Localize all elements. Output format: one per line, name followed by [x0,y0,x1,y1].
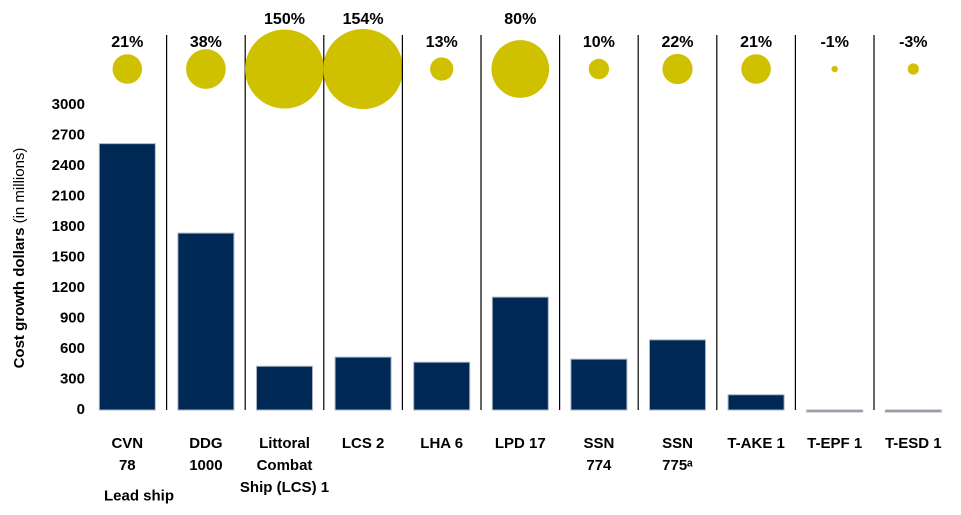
growth-label: 150% [264,11,305,28]
y-label-unit: (in millions) [11,148,28,224]
growth-bubble [112,54,143,84]
x-tick-label: T-EPF 1 [807,435,863,452]
bar [649,339,706,411]
y-tick-label: 3000 [52,96,85,113]
growth-label: 154% [343,11,384,28]
bar [570,358,628,411]
y-tick-label: 1500 [52,248,85,265]
growth-bubble [430,57,454,81]
growth-label: 80% [504,11,536,28]
growth-bubble [245,29,324,109]
growth-bubble [741,54,771,84]
y-tick-label: 2100 [52,187,85,204]
growth-bubble [186,49,226,89]
y-label: Cost growth dollars [11,228,28,369]
x-tick-label: CVN 78 [111,435,144,474]
x-tick-label: LHA 6 [420,435,464,452]
bar [256,365,313,411]
y-tick-label: 2700 [52,126,85,143]
x-tick-label: SSN 775ᵃ [662,435,693,474]
growth-bubble [831,65,838,73]
x-tick-label: T-ESD 1 [884,435,942,452]
bar [334,356,392,411]
y-tick-label: 300 [60,370,85,387]
growth-bubble [588,58,610,80]
bar [806,409,864,413]
x-tick-label: LCS 2 [341,435,385,452]
growth-label: 10% [583,34,615,51]
x-tick-label: DDG 1000 [189,435,223,474]
growth-label: -1% [820,34,848,51]
growth-bubble [662,53,693,85]
y-tick-label: 1800 [52,218,85,235]
y-tick-label: 900 [60,309,85,326]
x-tick-label: Littoral Combat Ship (LCS) 1 [239,435,330,496]
growth-label: -3% [899,34,927,51]
x-tick-label: SSN 774 [583,435,615,474]
growth-bubble [323,29,404,109]
bar [98,143,156,411]
bar [884,409,942,413]
growth-bubble [491,40,550,98]
growth-label: 13% [426,34,458,51]
y-tick-label: 600 [60,340,85,357]
x-axis-title: Lead ship [104,487,175,505]
y-tick-label: 1200 [52,279,85,296]
y-axis-title: Cost growth dollars (in millions) [11,148,28,369]
y-tick-label: 2400 [52,157,85,174]
growth-label: 22% [661,34,693,51]
bar [727,394,785,411]
y-tick-label: 0 [77,401,85,418]
bar [413,361,471,411]
growth-label: 21% [740,34,772,51]
x-tick-label: T-AKE 1 [727,435,785,452]
growth-label: 38% [190,34,222,51]
bar [491,296,549,411]
x-tick-label: LPD 17 [494,435,546,452]
growth-bubble [907,63,919,75]
growth-label: 21% [111,34,143,51]
bar [177,232,235,411]
